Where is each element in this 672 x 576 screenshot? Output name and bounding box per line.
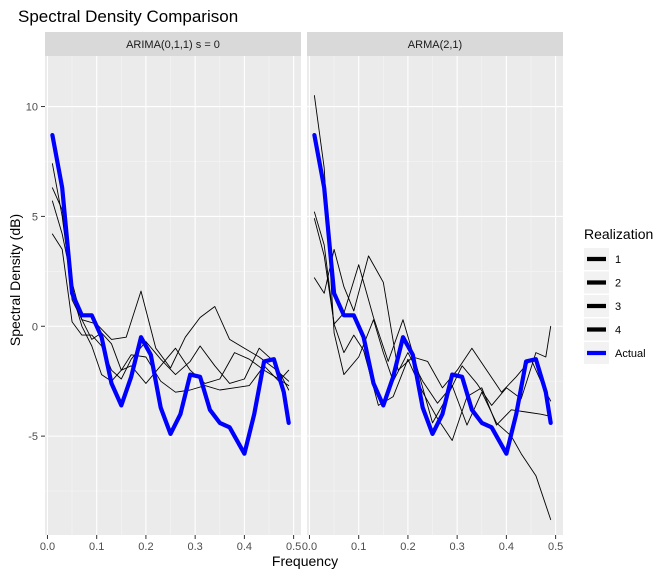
facet-strip-label: ARMA(2,1): [408, 39, 462, 51]
legend-title: Realization: [584, 226, 653, 242]
facet-strip-label: ARIMA(0,1,1) s = 0: [126, 39, 220, 51]
panel-background: [45, 56, 301, 535]
x-tick-label: 0.0: [302, 541, 317, 553]
series-line-realization-3: [313, 248, 552, 402]
x-tick-label: 0.3: [188, 541, 203, 553]
series-line-realization-2: [51, 233, 290, 391]
y-tick-label: 0: [32, 321, 38, 333]
chart-title: Spectral Density Comparison: [18, 7, 238, 26]
legend-label: 3: [615, 301, 621, 313]
x-tick-label: 0.0: [40, 541, 55, 553]
facet-strip: [307, 32, 563, 56]
x-tick-label: 0.1: [89, 541, 104, 553]
y-axis: -5 0 5 10: [26, 102, 45, 443]
x-tick-label: 0.1: [351, 541, 366, 553]
facet-strip: [45, 32, 301, 56]
x-tick-label: 0.4: [499, 541, 514, 553]
y-axis-title: Spectral Density (dB): [7, 214, 23, 346]
x-tick-label: 0.3: [450, 541, 465, 553]
legend-label: Actual: [615, 348, 646, 360]
series-line-actual: [50, 133, 291, 456]
legend-label: 1: [615, 254, 621, 266]
x-tick-label: 0.2: [138, 541, 153, 553]
y-tick-label: 10: [26, 102, 38, 114]
panel-background: [307, 56, 563, 535]
legend-label: 4: [615, 325, 621, 337]
series-line-realization-4: [313, 211, 552, 441]
x-tick-label: 0.5: [548, 541, 563, 553]
facet-panel-1: ARIMA(0,1,1) s = 0: [45, 32, 301, 535]
x-tick-label: 0.2: [400, 541, 415, 553]
x-tick-label: 0.5: [286, 541, 301, 553]
x-axis-title: Frequency: [272, 553, 338, 569]
legend: Realization 1 2 3 4 Actual: [584, 226, 653, 364]
x-tick-label: 0.4: [237, 541, 252, 553]
facet-panels: ARIMA(0,1,1) s = 0 ARMA(2,1): [45, 32, 563, 535]
series-line-actual: [312, 133, 553, 456]
facet-panel-2: ARMA(2,1): [307, 32, 563, 535]
y-tick-label: -5: [28, 431, 38, 443]
y-tick-label: 5: [32, 211, 38, 223]
x-axis: 0.0 0.1 0.2 0.3 0.4 0.5 0.0 0.1 0.2 0.3 0.4 0.5: [40, 535, 563, 553]
legend-label: 2: [615, 278, 621, 290]
